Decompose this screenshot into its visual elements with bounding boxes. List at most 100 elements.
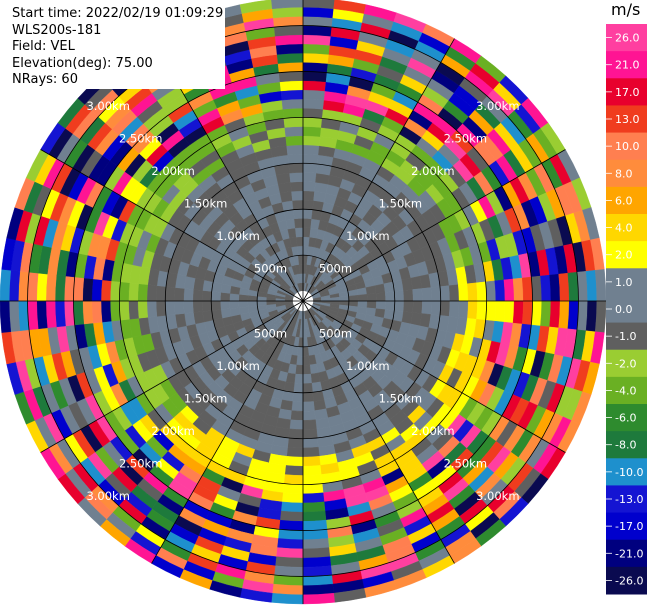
velocity-cell bbox=[73, 276, 85, 302]
velocity-cell bbox=[403, 289, 414, 302]
velocity-cell bbox=[512, 277, 524, 302]
colorbar-tick-label: 2.0 bbox=[615, 249, 633, 262]
velocity-cell bbox=[485, 300, 497, 322]
colorbar-band bbox=[606, 214, 647, 242]
velocity-cell bbox=[183, 300, 194, 314]
velocity-cell bbox=[302, 218, 312, 229]
colorbar: 26.0 21.0 17.0 13.0 10.0 8.0 6.0 4.0 2.0 1.0 0.0 -1… bbox=[606, 24, 647, 595]
colorbar-band bbox=[606, 186, 647, 215]
range-label: 3.00km bbox=[86, 489, 129, 503]
velocity-cell bbox=[276, 52, 304, 64]
colorbar-tick-label: 26.0 bbox=[615, 32, 640, 45]
velocity-cell bbox=[366, 300, 377, 309]
range-label: 2.50km bbox=[444, 132, 487, 146]
velocity-cell bbox=[549, 300, 561, 329]
velocity-cell bbox=[494, 279, 506, 302]
velocity-cell bbox=[485, 280, 497, 302]
velocity-cell bbox=[109, 300, 121, 322]
velocity-cell bbox=[302, 446, 320, 458]
velocity-cell bbox=[302, 583, 334, 596]
velocity-cell bbox=[448, 300, 460, 318]
range-label: 2.00km bbox=[151, 164, 194, 178]
velocity-cell bbox=[302, 364, 311, 375]
velocity-cell bbox=[310, 372, 321, 384]
velocity-cell bbox=[503, 278, 515, 302]
velocity-cell bbox=[294, 373, 304, 384]
velocity-cell bbox=[119, 300, 130, 321]
azimuth-spoke bbox=[302, 300, 566, 453]
velocity-cell bbox=[8, 300, 21, 332]
velocity-cell bbox=[348, 295, 359, 302]
start-time: Start time: 2022/02/19 01:09:29 bbox=[12, 6, 224, 21]
site-name: WLS200s-181 bbox=[12, 22, 102, 38]
range-label: 1.00km bbox=[216, 229, 259, 243]
velocity-cell bbox=[558, 300, 570, 330]
velocity-cell bbox=[503, 300, 515, 324]
velocity-cell bbox=[295, 227, 304, 238]
velocity-cell bbox=[384, 300, 396, 311]
velocity-cell bbox=[274, 34, 304, 46]
velocity-cell bbox=[273, 565, 304, 577]
velocity-cell bbox=[296, 236, 304, 247]
velocity-cell bbox=[302, 538, 330, 550]
velocity-cell bbox=[281, 98, 304, 110]
velocity-cell bbox=[430, 286, 441, 302]
velocity-cell bbox=[183, 288, 194, 302]
velocity-cell bbox=[302, 337, 309, 348]
colorbar-tick-label: 17.0 bbox=[615, 86, 640, 99]
velocity-cell bbox=[275, 43, 304, 55]
colorbar-tick-label: 4.0 bbox=[615, 222, 633, 235]
velocity-cell bbox=[0, 269, 12, 302]
colorbar-tick-label: -21.0 bbox=[615, 547, 643, 560]
velocity-cell bbox=[297, 254, 304, 265]
velocity-cell bbox=[302, 0, 335, 10]
velocity-cell bbox=[302, 510, 327, 522]
colorbar-band bbox=[606, 349, 647, 378]
range-label: 3.00km bbox=[476, 489, 519, 503]
velocity-cell bbox=[45, 300, 57, 329]
velocity-cell bbox=[302, 163, 318, 174]
nrays: NRays: 60 bbox=[12, 72, 78, 87]
velocity-cell bbox=[271, 592, 304, 605]
velocity-cell bbox=[302, 355, 310, 366]
range-label: 1.50km bbox=[379, 197, 422, 211]
velocity-cell bbox=[567, 300, 579, 331]
colorbar-tick-label: 6.0 bbox=[615, 194, 633, 207]
velocity-cell bbox=[292, 199, 304, 210]
velocity-cell bbox=[521, 300, 533, 326]
velocity-cell bbox=[284, 126, 304, 137]
velocity-cell bbox=[302, 346, 309, 357]
velocity-cell bbox=[137, 283, 148, 302]
velocity-cell bbox=[109, 280, 121, 302]
velocity-cell bbox=[302, 71, 328, 83]
velocity-cell bbox=[273, 25, 304, 37]
velocity-cell bbox=[279, 80, 304, 92]
velocity-cell bbox=[201, 290, 212, 302]
velocity-cell bbox=[229, 293, 240, 302]
range-label: 1.00km bbox=[346, 359, 389, 373]
velocity-cell bbox=[293, 382, 304, 394]
range-label: 3.00km bbox=[86, 99, 129, 113]
azimuth-spoke bbox=[302, 38, 455, 302]
range-label: 500m bbox=[254, 327, 287, 341]
colorbar-band bbox=[606, 485, 647, 514]
velocity-cell bbox=[36, 300, 48, 330]
velocity-cell bbox=[291, 401, 304, 412]
colorbar-tick-label: -26.0 bbox=[615, 574, 643, 587]
velocity-cell bbox=[297, 245, 304, 256]
velocity-cell bbox=[302, 419, 317, 430]
velocity-cell bbox=[272, 583, 304, 596]
range-label: 2.00km bbox=[411, 424, 454, 438]
velocity-cell bbox=[285, 218, 296, 230]
colorbar-tick-label: -6.0 bbox=[615, 412, 636, 425]
colorbar-unit: m/s bbox=[611, 0, 641, 19]
velocity-cell bbox=[302, 107, 324, 119]
velocity-cell bbox=[412, 300, 423, 314]
range-label: 2.50km bbox=[444, 456, 487, 470]
range-label: 500m bbox=[254, 262, 287, 276]
velocity-cell bbox=[302, 181, 316, 192]
velocity-cell bbox=[302, 373, 312, 384]
velocity-cell bbox=[91, 300, 103, 324]
velocity-cell bbox=[394, 290, 405, 302]
velocity-cell bbox=[302, 382, 313, 394]
